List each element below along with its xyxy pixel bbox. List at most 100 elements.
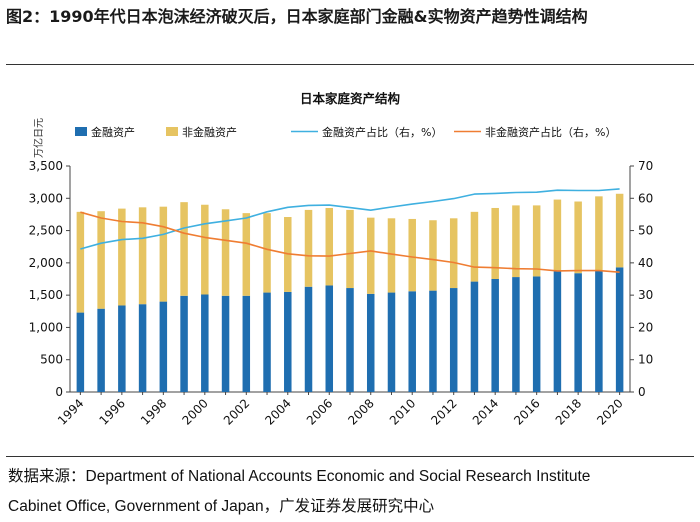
bar-financial-assets [595, 270, 603, 392]
bar-financial-assets [304, 286, 313, 392]
bar-nonfinancial-assets [366, 217, 375, 294]
y-left-unit-label: 万亿日元 [32, 118, 45, 158]
legend-swatch-nonfinancial [166, 127, 178, 136]
bar-financial-assets [615, 267, 624, 392]
source-divider [6, 456, 694, 457]
x-tick-label: 2004 [262, 396, 293, 427]
y-left-tick-label: 500 [40, 353, 63, 367]
bar-financial-assets [449, 288, 458, 392]
x-tick-label: 2014 [470, 396, 501, 427]
y-left-tick-label: 0 [55, 385, 63, 399]
y-right-tick-label: 40 [638, 256, 653, 270]
legend-label-financial-share: 金融资产占比（右，%） [322, 125, 442, 139]
bar-financial-assets [574, 273, 582, 392]
bar-financial-assets [491, 279, 499, 392]
bar-nonfinancial-assets [429, 220, 437, 291]
bar-financial-assets [408, 291, 416, 392]
bar-financial-assets [180, 295, 188, 392]
bar-nonfinancial-assets [76, 211, 85, 313]
bar-financial-assets [138, 304, 147, 392]
bar-nonfinancial-assets [118, 208, 126, 306]
legend-label-financial: 金融资产 [91, 125, 135, 139]
bar-financial-assets [201, 294, 209, 392]
bar-financial-assets [387, 292, 396, 392]
chart-container: 日本家庭资产结构万亿日元 金融资产 非金融资产 金融资产占比（右，%） 非金融资产占比（… [0, 78, 700, 454]
x-tick-label: 2010 [387, 396, 418, 427]
bar-nonfinancial-assets [159, 206, 168, 302]
x-tick-label: 2012 [428, 396, 459, 427]
y-left-tick-label: 3,500 [29, 159, 63, 173]
bar-nonfinancial-assets [615, 193, 624, 268]
bar-nonfinancial-assets [491, 207, 499, 279]
bar-financial-assets [532, 276, 541, 392]
x-tick-label: 2000 [179, 396, 210, 427]
bar-nonfinancial-assets [512, 205, 520, 278]
x-tick-label: 2008 [345, 396, 376, 427]
data-source: 数据来源：Department of National Accounts Eco… [8, 462, 698, 522]
bar-financial-assets [159, 301, 168, 392]
y-left-tick-label: 2,000 [29, 256, 63, 270]
figure-title: 图2：1990年代日本泡沫经济破灭后，日本家庭部门金融&实物资产趋势性调结构 [6, 7, 588, 26]
bar-nonfinancial-assets [553, 199, 562, 272]
bar-financial-assets [429, 290, 437, 392]
bar-nonfinancial-assets [325, 207, 334, 286]
bar-financial-assets [284, 291, 292, 392]
bar-financial-assets [325, 285, 334, 392]
bar-financial-assets [76, 312, 85, 392]
x-tick-label: 2020 [594, 396, 625, 427]
y-right-tick-label: 20 [638, 320, 653, 334]
bar-nonfinancial-assets [263, 213, 271, 293]
line-nonfinancial-share [80, 211, 620, 273]
line-financial-share [80, 188, 620, 250]
bar-nonfinancial-assets [346, 209, 354, 289]
x-tick-label: 1994 [55, 396, 86, 427]
bar-financial-assets [221, 295, 230, 392]
x-tick-label: 1996 [96, 396, 127, 427]
chart-title: 日本家庭资产结构 [300, 91, 400, 106]
y-left-tick-label: 1,000 [29, 320, 63, 334]
bar-nonfinancial-assets [221, 209, 230, 296]
bar-nonfinancial-assets [304, 209, 313, 287]
x-tick-label: 2018 [553, 396, 584, 427]
x-tick-label: 2002 [221, 396, 252, 427]
bar-nonfinancial-assets [138, 207, 147, 305]
bar-nonfinancial-assets [595, 196, 603, 271]
bar-financial-assets [512, 277, 520, 392]
bar-nonfinancial-assets [532, 205, 541, 277]
source-line-1: 数据来源：Department of National Accounts Eco… [8, 468, 591, 485]
bar-nonfinancial-assets [449, 218, 458, 289]
bar-financial-assets [553, 271, 562, 392]
bar-financial-assets [263, 292, 271, 392]
title-divider [6, 64, 694, 65]
y-right-tick-label: 0 [638, 385, 646, 399]
y-right-tick-label: 10 [638, 353, 653, 367]
bar-nonfinancial-assets [180, 202, 188, 296]
bar-nonfinancial-assets [242, 213, 251, 296]
bar-financial-assets [470, 281, 479, 392]
bar-nonfinancial-assets [470, 211, 479, 282]
legend-label-nonfinancial-share: 非金融资产占比（右，%） [485, 125, 616, 139]
legend-swatch-financial [75, 127, 87, 136]
legend-label-nonfinancial: 非金融资产 [182, 125, 237, 139]
bar-nonfinancial-assets [574, 201, 582, 274]
x-tick-label: 2006 [304, 396, 335, 427]
bar-financial-assets [346, 288, 354, 392]
bar-nonfinancial-assets [408, 218, 416, 292]
y-left-tick-label: 3,000 [29, 191, 63, 205]
x-tick-label: 2016 [511, 396, 542, 427]
bar-financial-assets [242, 295, 251, 392]
y-left-tick-label: 1,500 [29, 288, 63, 302]
bar-nonfinancial-assets [97, 211, 105, 309]
bar-nonfinancial-assets [387, 218, 396, 293]
bar-financial-assets [118, 305, 126, 392]
bar-financial-assets [366, 293, 375, 392]
bar-nonfinancial-assets [201, 204, 209, 295]
source-line-2: Cabinet Office, Government of Japan，广发证券… [8, 498, 435, 515]
y-left-tick-label: 2,500 [29, 224, 63, 238]
y-right-tick-label: 50 [638, 224, 653, 238]
y-right-tick-label: 70 [638, 159, 653, 173]
x-tick-label: 1998 [138, 396, 169, 427]
y-right-tick-label: 60 [638, 191, 653, 205]
bar-financial-assets [97, 308, 105, 392]
